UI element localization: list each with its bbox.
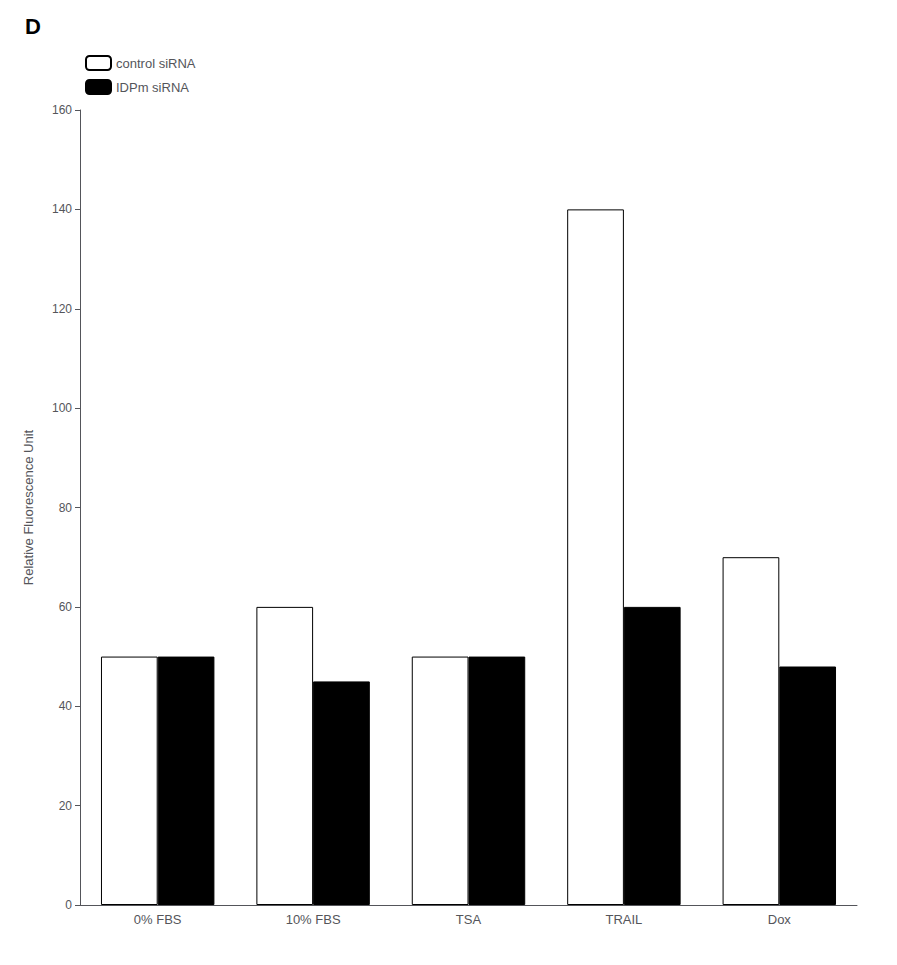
svg-text:120: 120 [52,302,72,316]
svg-text:TRAIL: TRAIL [605,912,642,927]
svg-text:80: 80 [59,501,73,515]
svg-text:160: 160 [52,103,72,117]
svg-text:20: 20 [59,799,73,813]
svg-text:100: 100 [52,401,72,415]
svg-text:TSA: TSA [456,912,482,927]
svg-text:Relative Fluorescence Unit: Relative Fluorescence Unit [21,429,36,585]
svg-text:control siRNA: control siRNA [116,56,196,71]
svg-text:0: 0 [65,898,72,912]
svg-text:40: 40 [59,699,73,713]
svg-text:10% FBS: 10% FBS [286,912,341,927]
svg-text:140: 140 [52,202,72,216]
svg-text:IDPm siRNA: IDPm siRNA [116,80,189,95]
svg-text:Dox: Dox [768,912,792,927]
svg-text:0% FBS: 0% FBS [134,912,182,927]
svg-text:60: 60 [59,600,73,614]
svg-text:D: D [25,14,41,39]
